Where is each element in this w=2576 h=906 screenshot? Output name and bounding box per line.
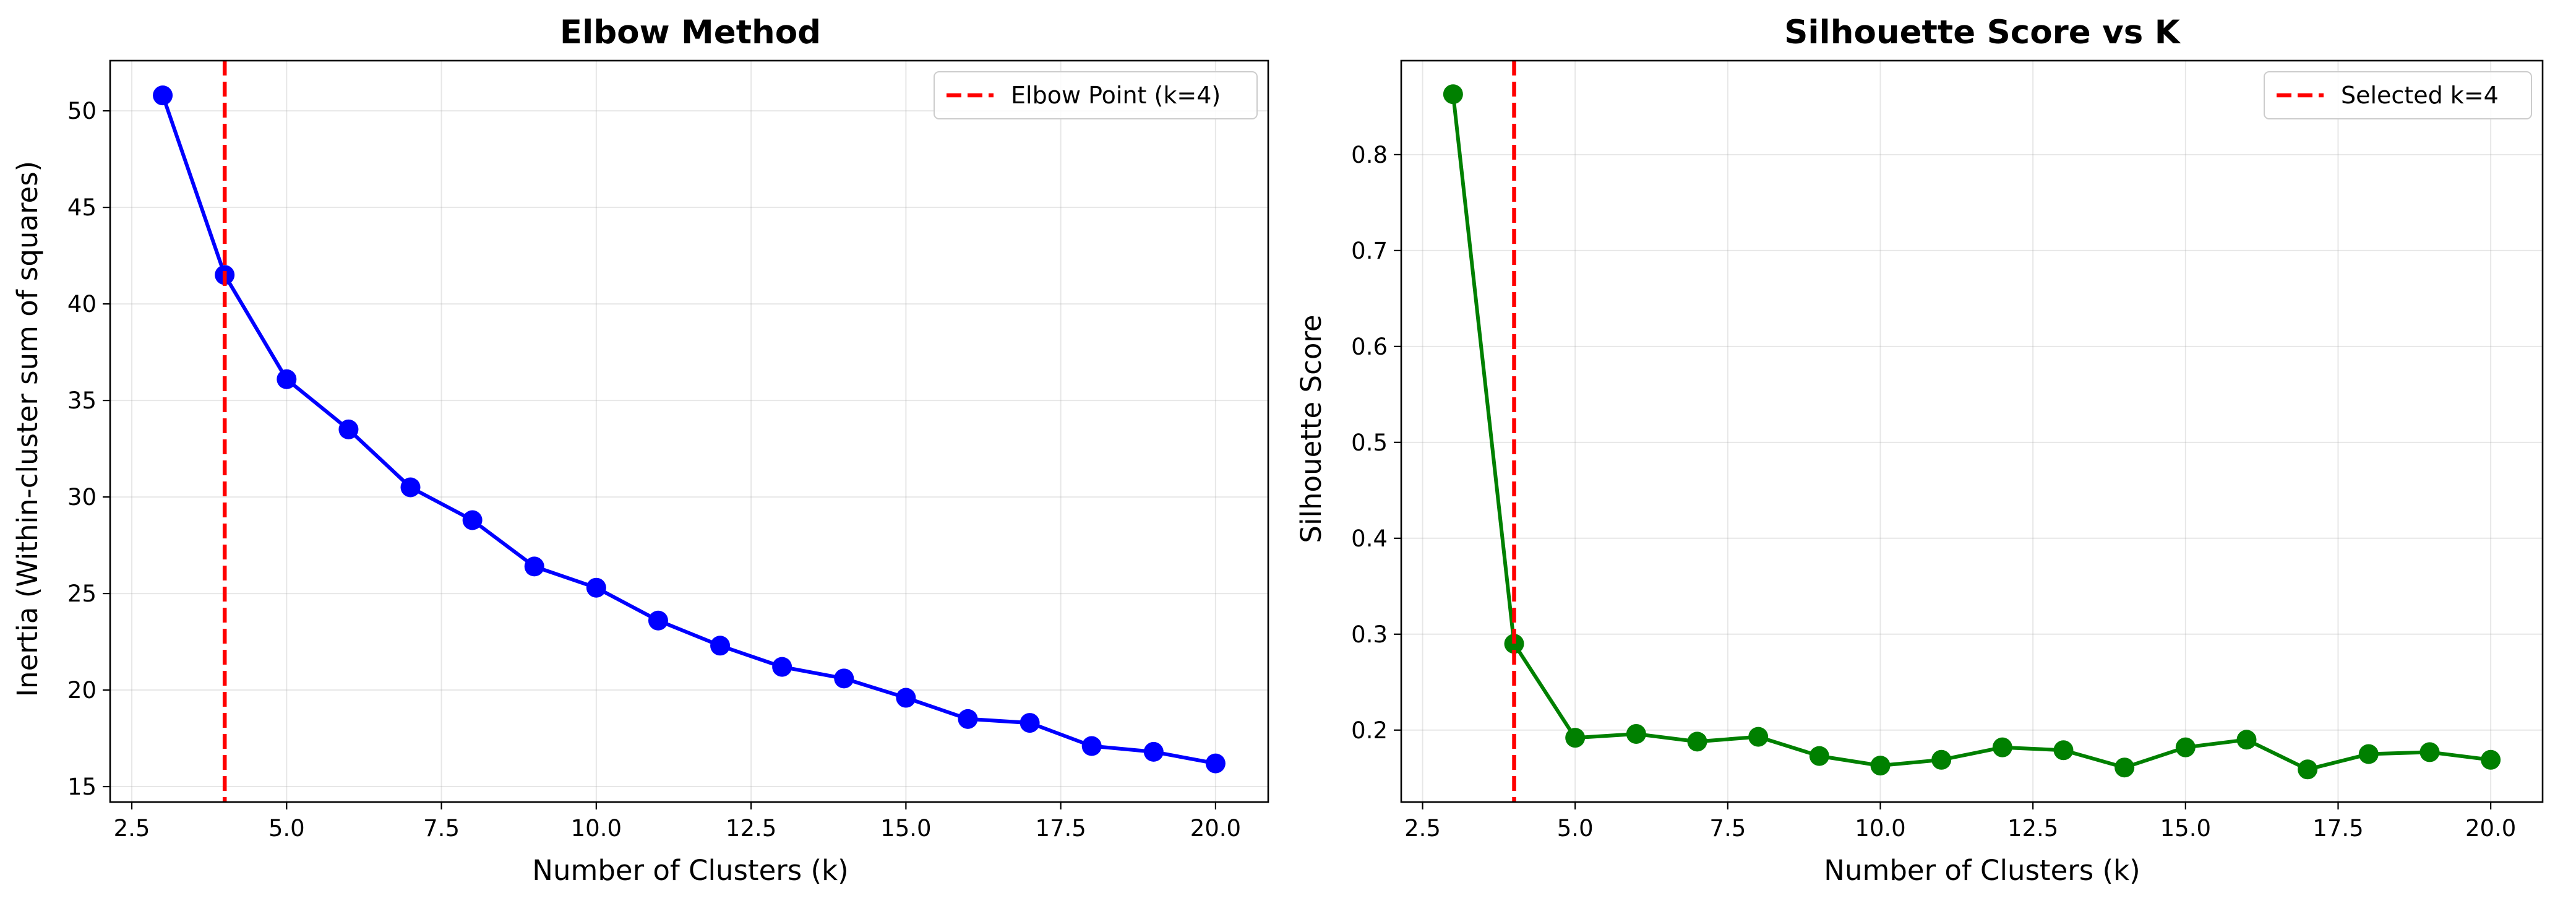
y-tick-label: 45 <box>67 194 97 221</box>
x-tick-label: 5.0 <box>268 815 305 842</box>
data-point-marker <box>896 688 916 708</box>
data-point-marker <box>1992 737 2012 757</box>
data-point-marker <box>1081 736 1102 756</box>
data-point-marker <box>1748 727 1769 747</box>
x-tick-label: 7.5 <box>1709 815 1746 842</box>
legend-box <box>2264 71 2532 119</box>
x-tick-label: 12.5 <box>726 815 776 842</box>
data-point-marker <box>2358 744 2379 764</box>
data-point-marker <box>1504 634 1524 654</box>
data-point-marker <box>2114 757 2135 778</box>
y-tick-label: 15 <box>67 774 97 800</box>
data-point-marker <box>2419 742 2440 762</box>
chart-title: Elbow Method <box>560 14 821 51</box>
grid-lines <box>1401 61 2543 802</box>
legend-label: Elbow Point (k=4) <box>1011 82 1221 109</box>
plot-area-frame <box>109 59 1269 803</box>
y-tick-label: 0.3 <box>1351 621 1388 648</box>
series-line <box>161 95 1216 766</box>
data-point-marker <box>524 556 544 577</box>
data-point-marker <box>153 85 173 106</box>
y-tick-label: 25 <box>67 580 97 607</box>
y-tick-label: 30 <box>67 484 97 511</box>
data-point-marker <box>2053 740 2074 761</box>
data-point-marker <box>586 577 606 598</box>
x-tick-label: 20.0 <box>1190 815 1241 842</box>
data-point-marker <box>1687 731 1707 752</box>
legend-label: Selected k=4 <box>2341 82 2499 109</box>
axis-ticks: 2.5 5.0 7.5 10.0 12.5 15.0 17.5 20.0 15 20 25 30 35 4… <box>67 98 1241 842</box>
data-point-marker <box>1565 728 1586 748</box>
y-tick-label: 0.2 <box>1351 717 1388 744</box>
data-point-marker <box>1205 753 1226 774</box>
data-point-marker <box>1931 749 1952 770</box>
data-point-marker <box>958 709 978 729</box>
y-axis-label: Silhouette Score <box>1295 314 1328 543</box>
y-tick-label: 0.4 <box>1351 525 1388 552</box>
grid-lines <box>110 61 1268 802</box>
x-tick-label: 2.5 <box>1404 815 1441 842</box>
plot-area-frame <box>1400 59 2544 803</box>
legend-box <box>934 71 1258 119</box>
data-point-marker <box>2298 759 2318 780</box>
x-tick-label: 17.5 <box>2312 815 2363 842</box>
x-tick-label: 7.5 <box>423 815 460 842</box>
data-series <box>1443 84 2501 780</box>
data-point-marker <box>1143 741 1164 762</box>
data-point-marker <box>834 668 854 689</box>
data-point-marker <box>2175 737 2196 757</box>
axis-ticks: 2.5 5.0 7.5 10.0 12.5 15.0 17.5 20.0 0.2 0.3 0.4 0.… <box>1351 142 2516 842</box>
data-point-marker <box>772 657 792 677</box>
data-point-marker <box>1626 723 1646 744</box>
x-tick-label: 17.5 <box>1035 815 1086 842</box>
y-tick-label: 0.5 <box>1351 429 1388 456</box>
silhouette-chart: Silhouette Score vs K Number of Clusters… <box>1295 14 2544 887</box>
data-point-marker <box>338 419 359 439</box>
data-point-marker <box>1443 84 1463 105</box>
x-tick-label: 12.5 <box>2007 815 2058 842</box>
x-axis-label: Number of Clusters (k) <box>532 854 848 887</box>
chart-title: Silhouette Score vs K <box>1784 14 2181 51</box>
y-axis-label: Inertia (Within-cluster sum of squares) <box>11 161 44 697</box>
data-point-marker <box>648 610 668 631</box>
x-axis-label: Number of Clusters (k) <box>1824 854 2140 887</box>
legend: Elbow Point (k=4) <box>934 71 1258 119</box>
y-tick-label: 40 <box>67 291 97 317</box>
data-point-marker <box>1870 756 1891 776</box>
data-point-marker <box>1020 713 1040 733</box>
y-tick-label: 0.8 <box>1351 142 1388 168</box>
data-point-marker <box>710 636 731 656</box>
data-point-marker <box>2481 749 2501 770</box>
x-tick-label: 2.5 <box>114 815 150 842</box>
legend: Selected k=4 <box>2264 71 2532 119</box>
data-point-marker <box>277 369 297 389</box>
data-point-marker <box>1809 746 1829 766</box>
x-tick-label: 15.0 <box>880 815 931 842</box>
series-line <box>1451 93 2491 772</box>
data-point-marker <box>400 477 421 498</box>
y-tick-label: 35 <box>67 387 97 414</box>
x-tick-label: 10.0 <box>571 815 622 842</box>
y-tick-label: 20 <box>67 677 97 704</box>
data-point-marker <box>462 510 483 530</box>
y-tick-label: 0.7 <box>1351 238 1388 264</box>
x-tick-label: 15.0 <box>2160 815 2211 842</box>
elbow-chart: Elbow Method Number of Clusters (k) Iner… <box>11 14 1269 887</box>
x-tick-label: 10.0 <box>1855 815 1905 842</box>
data-point-marker <box>2236 730 2257 750</box>
x-tick-label: 20.0 <box>2465 815 2516 842</box>
y-tick-label: 50 <box>67 98 97 124</box>
y-tick-label: 0.6 <box>1351 334 1388 360</box>
x-tick-label: 5.0 <box>1557 815 1594 842</box>
